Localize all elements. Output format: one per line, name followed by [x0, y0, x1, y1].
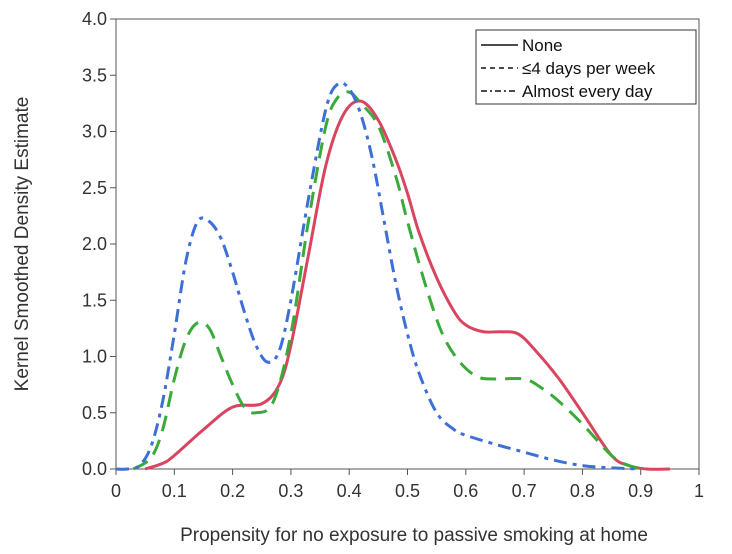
x-axis-title: Propensity for no exposure to passive sm… — [180, 525, 648, 546]
x-tick-label: 0.1 — [162, 481, 187, 501]
legend-label-1: None — [522, 36, 563, 55]
y-tick-label: 4.0 — [82, 9, 107, 29]
y-tick-label: 3.5 — [82, 65, 107, 85]
x-tick-label: 0.5 — [395, 481, 420, 501]
legend: None ≤4 days per week Almost every day — [475, 29, 697, 105]
series-line-3 — [115, 81, 641, 471]
series-line-1 — [144, 99, 670, 471]
x-tick-label: 0.6 — [453, 481, 478, 501]
series-layer — [115, 81, 670, 471]
x-axis: 0 0.1 0.2 0.3 0.4 0.5 0.6 0.7 0.8 0.9 1 — [111, 469, 704, 501]
x-tick-label: 0.4 — [337, 481, 362, 501]
series-line-2 — [132, 90, 647, 471]
x-tick-label: 0.3 — [278, 481, 303, 501]
legend-label-3: Almost every day — [522, 82, 653, 101]
y-tick-label: 0.0 — [82, 459, 107, 479]
x-tick-label: 0.2 — [220, 481, 245, 501]
x-tick-label: 0.7 — [512, 481, 537, 501]
x-tick-label: 0.9 — [628, 481, 653, 501]
y-tick-label: 2.0 — [82, 234, 107, 254]
y-tick-label: 2.5 — [82, 178, 107, 198]
y-axis-title: Kernel Smoothed Density Estimate — [12, 97, 33, 392]
x-tick-label: 1 — [694, 481, 704, 501]
y-tick-label: 1.0 — [82, 347, 107, 367]
legend-label-2: ≤4 days per week — [522, 59, 656, 78]
x-tick-label: 0.8 — [570, 481, 595, 501]
y-axis: 0.0 0.5 1.0 1.5 2.0 2.5 3.0 3.5 4.0 — [82, 9, 116, 479]
y-tick-label: 0.5 — [82, 403, 107, 423]
x-tick-label: 0 — [111, 481, 121, 501]
y-tick-label: 1.5 — [82, 290, 107, 310]
y-tick-label: 3.0 — [82, 122, 107, 142]
